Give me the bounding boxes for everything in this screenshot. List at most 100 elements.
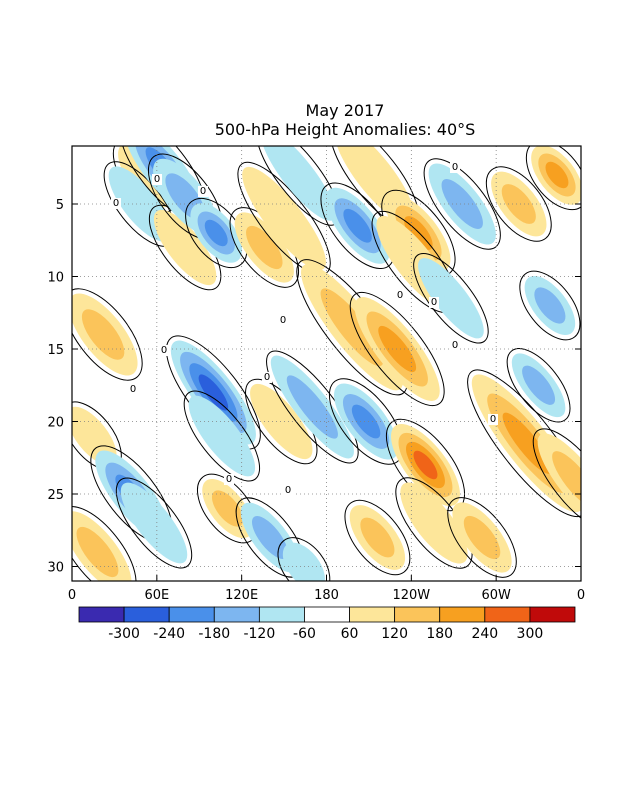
contour-label: 0 — [452, 162, 458, 173]
contour-label-bg — [198, 186, 208, 197]
anomaly-shade — [204, 219, 228, 247]
anomaly-band-9 — [320, 182, 395, 270]
contour-labels: 0 0 0 0 0 0 0 0 0 0 0 0 0 0 — [111, 162, 498, 496]
colorbar-swatch — [484, 606, 531, 623]
anomaly-shade — [188, 395, 256, 477]
colorbar-swatch — [213, 606, 260, 623]
colorbar-swatch — [394, 606, 441, 623]
anomaly-band-14 — [485, 166, 552, 242]
colorbar-label: 180 — [426, 626, 453, 642]
contour-label: 0 — [490, 414, 496, 425]
contour-label: 0 — [154, 174, 160, 185]
anomaly-band-28 — [413, 252, 489, 344]
anomaly-shade — [81, 309, 125, 360]
zero-contour — [183, 390, 261, 482]
x-tick-label: 0 — [68, 588, 76, 603]
anomaly-shade — [76, 526, 119, 578]
chart-title-line2: 500-hPa Height Anomalies: 40°S — [215, 120, 476, 139]
y-tick-label: 10 — [47, 271, 64, 286]
zero-contour — [525, 146, 581, 211]
anomaly-shade — [522, 365, 556, 405]
colorbar: -300 -240 -180 -120 -60 60 120 180 240 300 — [78, 606, 576, 642]
anomaly-shade — [400, 482, 468, 564]
contour-label-bg — [152, 174, 162, 185]
zero-contour — [485, 166, 552, 242]
colorbar-label: -300 — [108, 626, 140, 642]
anomaly-band-20 — [183, 390, 261, 482]
anomaly-band-38 — [447, 497, 517, 578]
anomaly-shade — [441, 179, 483, 229]
anomaly-shade — [413, 450, 438, 480]
colorbar-label: -180 — [198, 626, 230, 642]
zero-contour — [72, 288, 143, 381]
anomaly-shade — [351, 404, 381, 439]
contour-label: 0 — [113, 198, 119, 209]
x-axis: 0 60E 120E 180 120W 60W 0 — [68, 575, 585, 603]
anomaly-shade — [286, 375, 338, 439]
anomaly-shade — [242, 166, 326, 271]
anomaly-shade — [534, 287, 566, 324]
contour-label-bg — [283, 485, 293, 496]
colorbar-label: 60 — [341, 626, 359, 642]
contour-label-bg — [262, 372, 272, 383]
contour-label-bg — [128, 384, 138, 395]
anomaly-shade — [404, 216, 433, 250]
colorbar-swatch — [78, 606, 125, 623]
contour-label: 0 — [130, 384, 136, 395]
anomaly-band-25 — [349, 291, 445, 407]
anomaly-band-26 — [385, 418, 466, 512]
contour-label-bg — [278, 315, 288, 326]
anomaly-shade — [545, 161, 569, 189]
colorbar-label: 120 — [381, 626, 408, 642]
contour-label: 0 — [452, 340, 458, 351]
y-axis: 5 10 15 20 25 30 — [47, 198, 581, 576]
zero-contour — [413, 252, 489, 344]
anomaly-band-5 — [185, 197, 248, 269]
colorbar-label: 300 — [517, 626, 544, 642]
x-tick-label: 60E — [144, 588, 169, 603]
anomaly-field — [72, 146, 581, 581]
colorbar-label: -60 — [293, 626, 316, 642]
anomaly-shade — [246, 225, 283, 270]
zero-contour — [349, 291, 445, 407]
zero-contour — [185, 197, 248, 269]
contour-label-bg — [111, 198, 121, 209]
anomaly-shade — [378, 325, 417, 373]
anomaly-band-11 — [381, 189, 456, 277]
anomaly-shade — [282, 542, 325, 581]
anomaly-shade — [320, 288, 384, 367]
x-tick-label: 120E — [225, 588, 258, 603]
anomaly-shade — [501, 184, 536, 224]
anomaly-band-39 — [277, 537, 331, 581]
anomaly-shade — [502, 412, 552, 474]
colorbar-label: -120 — [243, 626, 275, 642]
contour-label: 0 — [226, 474, 232, 485]
colorbar-swatch — [439, 606, 486, 623]
contour-label-bg — [159, 345, 169, 356]
anomaly-band-23 — [328, 378, 404, 465]
y-tick-label: 20 — [47, 416, 64, 431]
anomaly-shade — [211, 490, 244, 527]
colorbar-swatch — [529, 606, 576, 623]
x-tick-label: 0 — [577, 588, 585, 603]
anomaly-shade — [120, 482, 188, 564]
zero-contour — [344, 499, 411, 576]
contour-label-bg — [450, 340, 460, 351]
anomaly-band-31 — [532, 428, 581, 531]
contour-label: 0 — [280, 315, 286, 326]
anomaly-shade — [360, 517, 395, 558]
y-tick-label: 5 — [56, 198, 64, 213]
contour-label-bg — [429, 297, 439, 308]
anomaly-shade — [343, 208, 372, 243]
anomaly-shade — [261, 146, 336, 221]
anomaly-band-33 — [115, 477, 193, 569]
colorbar-label: -240 — [153, 626, 185, 642]
x-tick-label: 60W — [481, 588, 511, 603]
zero-contour — [328, 378, 404, 465]
anomaly-shade — [198, 374, 229, 411]
y-tick-label: 25 — [47, 488, 64, 503]
contour-label: 0 — [200, 186, 206, 197]
anomaly-shade — [250, 383, 313, 460]
zero-contour — [532, 428, 581, 531]
colorbar-swatch — [168, 606, 215, 623]
